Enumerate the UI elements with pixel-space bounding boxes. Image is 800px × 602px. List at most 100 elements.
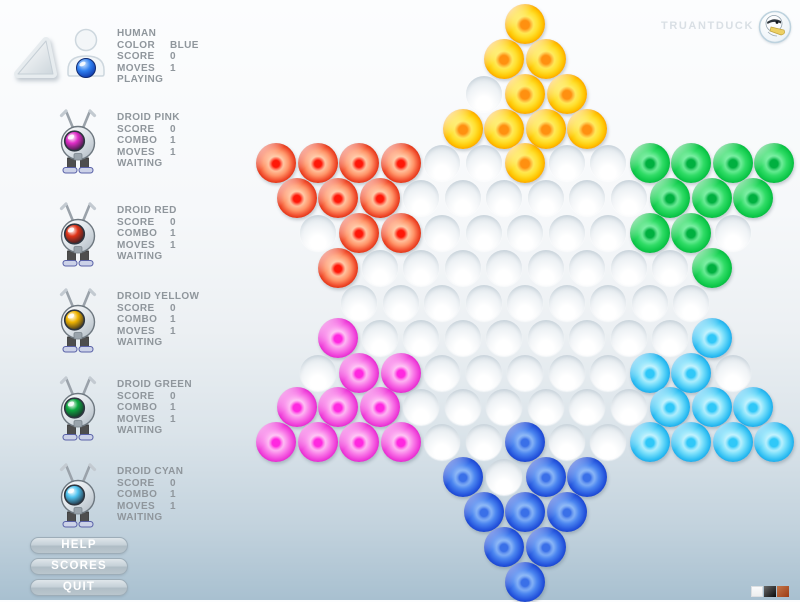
board-hole[interactable]	[569, 180, 606, 217]
board-hole[interactable]	[548, 145, 585, 182]
board-hole[interactable]	[507, 284, 543, 321]
marble-blue[interactable]	[505, 561, 545, 602]
board-hole[interactable]	[424, 354, 460, 391]
marble-yellow[interactable]	[525, 108, 566, 149]
marble-magenta[interactable]	[339, 352, 379, 393]
marble-blue[interactable]	[525, 526, 566, 567]
quit-button[interactable]: QUIT	[30, 579, 128, 596]
marble-red[interactable]	[256, 143, 296, 184]
board-hole[interactable]	[673, 284, 709, 321]
marble-green[interactable]	[712, 143, 753, 184]
board-hole[interactable]	[590, 284, 626, 321]
marble-magenta[interactable]	[256, 422, 296, 463]
marble-cyan[interactable]	[733, 387, 774, 428]
board-hole[interactable]	[424, 424, 460, 461]
board-hole[interactable]	[527, 319, 564, 356]
marble-cyan[interactable]	[671, 352, 711, 393]
board-hole[interactable]	[382, 284, 419, 321]
board-hole[interactable]	[486, 180, 523, 217]
marble-red[interactable]	[318, 178, 359, 219]
board-hole[interactable]	[590, 424, 626, 461]
marble-blue[interactable]	[442, 457, 483, 498]
marble-yellow[interactable]	[525, 38, 566, 79]
marble-green[interactable]	[754, 143, 794, 184]
marble-blue[interactable]	[567, 457, 608, 498]
board-hole[interactable]	[465, 215, 502, 252]
marble-cyan[interactable]	[629, 422, 670, 463]
marble-green[interactable]	[671, 213, 711, 254]
marble-red[interactable]	[380, 213, 421, 254]
board-hole[interactable]	[486, 389, 523, 426]
board-hole[interactable]	[465, 354, 502, 391]
marble-cyan[interactable]	[754, 422, 794, 463]
board-hole[interactable]	[424, 215, 460, 252]
board-hole[interactable]	[569, 249, 606, 286]
marble-green[interactable]	[691, 247, 732, 288]
marble-red[interactable]	[339, 213, 379, 254]
board-hole[interactable]	[652, 249, 689, 286]
marble-cyan[interactable]	[671, 422, 711, 463]
marble-magenta[interactable]	[318, 387, 359, 428]
marble-green[interactable]	[671, 143, 711, 184]
board-hole[interactable]	[548, 424, 585, 461]
marble-blue[interactable]	[463, 491, 504, 532]
marble-yellow[interactable]	[505, 73, 545, 114]
board-hole[interactable]	[444, 180, 481, 217]
marble-red[interactable]	[318, 247, 359, 288]
marble-red[interactable]	[380, 143, 421, 184]
marble-yellow[interactable]	[546, 73, 587, 114]
marble-green[interactable]	[691, 178, 732, 219]
board-hole[interactable]	[631, 284, 668, 321]
board-hole[interactable]	[548, 215, 585, 252]
board-hole[interactable]	[610, 249, 647, 286]
scores-button[interactable]: SCORES	[30, 558, 128, 575]
board-hole[interactable]	[341, 284, 377, 321]
marble-magenta[interactable]	[359, 387, 400, 428]
marble-green[interactable]	[629, 213, 670, 254]
board-hole[interactable]	[424, 284, 460, 321]
marble-blue[interactable]	[546, 491, 587, 532]
board-hole[interactable]	[465, 145, 502, 182]
marble-blue[interactable]	[484, 526, 525, 567]
marble-yellow[interactable]	[484, 38, 525, 79]
marble-cyan[interactable]	[629, 352, 670, 393]
marble-green[interactable]	[629, 143, 670, 184]
marble-green[interactable]	[650, 178, 691, 219]
marble-magenta[interactable]	[276, 387, 317, 428]
board-hole[interactable]	[403, 389, 440, 426]
board-hole[interactable]	[714, 215, 751, 252]
board-hole[interactable]	[444, 249, 481, 286]
board-hole[interactable]	[361, 249, 398, 286]
board-hole[interactable]	[548, 284, 585, 321]
marble-blue[interactable]	[525, 457, 566, 498]
marble-red[interactable]	[339, 143, 379, 184]
board-hole[interactable]	[465, 75, 502, 112]
board-hole[interactable]	[299, 354, 336, 391]
board-hole[interactable]	[361, 319, 398, 356]
board-hole[interactable]	[444, 319, 481, 356]
marble-yellow[interactable]	[505, 4, 545, 44]
board-hole[interactable]	[465, 284, 502, 321]
board-hole[interactable]	[465, 424, 502, 461]
board-hole[interactable]	[527, 389, 564, 426]
help-button[interactable]: HELP	[30, 537, 128, 554]
board-hole[interactable]	[714, 354, 751, 391]
marble-red[interactable]	[297, 143, 338, 184]
board-hole[interactable]	[507, 354, 543, 391]
marble-yellow[interactable]	[567, 108, 608, 149]
board-hole[interactable]	[569, 389, 606, 426]
marble-blue[interactable]	[505, 491, 545, 532]
board-hole[interactable]	[299, 215, 336, 252]
board-hole[interactable]	[610, 180, 647, 217]
marble-magenta[interactable]	[339, 422, 379, 463]
board-hole[interactable]	[486, 319, 523, 356]
board-hole[interactable]	[486, 459, 523, 496]
board-hole[interactable]	[403, 249, 440, 286]
marble-green[interactable]	[733, 178, 774, 219]
marble-cyan[interactable]	[650, 387, 691, 428]
marble-yellow[interactable]	[484, 108, 525, 149]
marble-magenta[interactable]	[380, 352, 421, 393]
board-hole[interactable]	[444, 389, 481, 426]
board-hole[interactable]	[424, 145, 460, 182]
board-hole[interactable]	[610, 389, 647, 426]
